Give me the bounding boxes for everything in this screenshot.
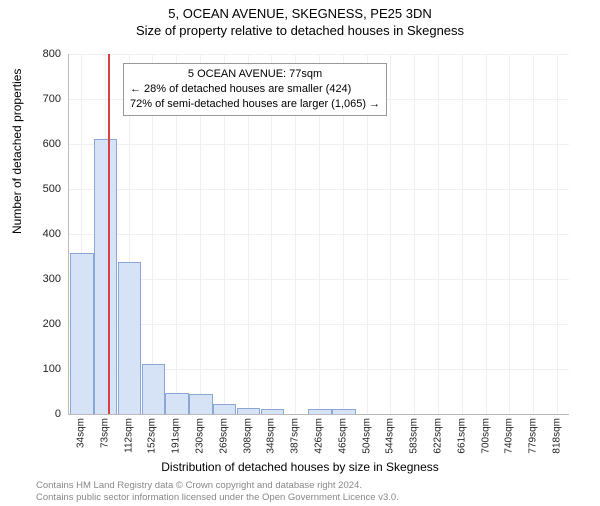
gridline-vertical <box>533 54 534 414</box>
gridline-vertical <box>414 54 415 414</box>
x-tick-label: 387sqm <box>290 418 301 454</box>
x-tick-label: 818sqm <box>552 418 563 454</box>
page-title-subtitle: Size of property relative to detached ho… <box>0 23 600 38</box>
x-tick-label: 348sqm <box>266 418 277 454</box>
histogram-bar <box>332 409 355 414</box>
gridline-vertical <box>390 54 391 414</box>
y-tick-label: 800 <box>21 48 61 60</box>
histogram-bar <box>189 394 212 414</box>
x-tick-label: 426sqm <box>314 418 325 454</box>
property-marker-line <box>108 54 110 414</box>
x-tick-label: 622sqm <box>433 418 444 454</box>
footer-attribution: Contains HM Land Registry data © Crown c… <box>36 480 399 504</box>
footer-line1: Contains HM Land Registry data © Crown c… <box>36 480 399 492</box>
y-tick-label: 100 <box>21 363 61 375</box>
x-tick-label: 152sqm <box>147 418 158 454</box>
y-tick-label: 0 <box>21 408 61 420</box>
x-tick-label: 308sqm <box>242 418 253 454</box>
histogram-bar <box>94 139 117 415</box>
gridline-vertical <box>486 54 487 414</box>
x-tick-label: 740sqm <box>504 418 515 454</box>
x-tick-label: 269sqm <box>218 418 229 454</box>
x-tick-label: 661sqm <box>456 418 467 454</box>
histogram-bar <box>70 253 93 414</box>
x-tick-label: 73sqm <box>99 418 110 448</box>
histogram-bar <box>118 262 141 414</box>
chart-area: 010020030040050060070080034sqm73sqm112sq… <box>68 54 568 414</box>
x-tick-label: 700sqm <box>480 418 491 454</box>
annotation-line3: 72% of semi-detached houses are larger (… <box>130 97 380 112</box>
x-tick-label: 112sqm <box>123 418 134 453</box>
gridline-vertical <box>438 54 439 414</box>
histogram-bar <box>261 409 284 415</box>
x-tick-label: 779sqm <box>528 418 539 454</box>
x-tick-label: 230sqm <box>194 418 205 454</box>
x-tick-label: 465sqm <box>337 418 348 454</box>
annotation-line2: ← 28% of detached houses are smaller (42… <box>130 82 380 97</box>
y-tick-label: 200 <box>21 318 61 330</box>
page-title-address: 5, OCEAN AVENUE, SKEGNESS, PE25 3DN <box>0 6 600 21</box>
histogram-bar <box>213 404 236 414</box>
gridline-vertical <box>557 54 558 414</box>
y-tick-label: 600 <box>21 138 61 150</box>
x-tick-label: 544sqm <box>385 418 396 454</box>
x-tick-label: 34sqm <box>75 418 86 448</box>
histogram-bar <box>237 408 260 414</box>
annotation-box: 5 OCEAN AVENUE: 77sqm ← 28% of detached … <box>123 63 387 116</box>
x-tick-label: 583sqm <box>409 418 420 454</box>
x-axis-label: Distribution of detached houses by size … <box>0 460 600 474</box>
x-tick-label: 191sqm <box>171 418 182 454</box>
y-tick-label: 500 <box>21 183 61 195</box>
histogram-bar <box>165 393 188 414</box>
histogram-bar <box>308 409 331 415</box>
y-tick-label: 400 <box>21 228 61 240</box>
y-tick-label: 300 <box>21 273 61 285</box>
annotation-line1: 5 OCEAN AVENUE: 77sqm <box>130 67 380 82</box>
gridline-vertical <box>462 54 463 414</box>
footer-line2: Contains public sector information licen… <box>36 492 399 504</box>
histogram-bar <box>142 364 165 415</box>
gridline-vertical <box>509 54 510 414</box>
y-tick-label: 700 <box>21 93 61 105</box>
x-tick-label: 504sqm <box>361 418 372 454</box>
